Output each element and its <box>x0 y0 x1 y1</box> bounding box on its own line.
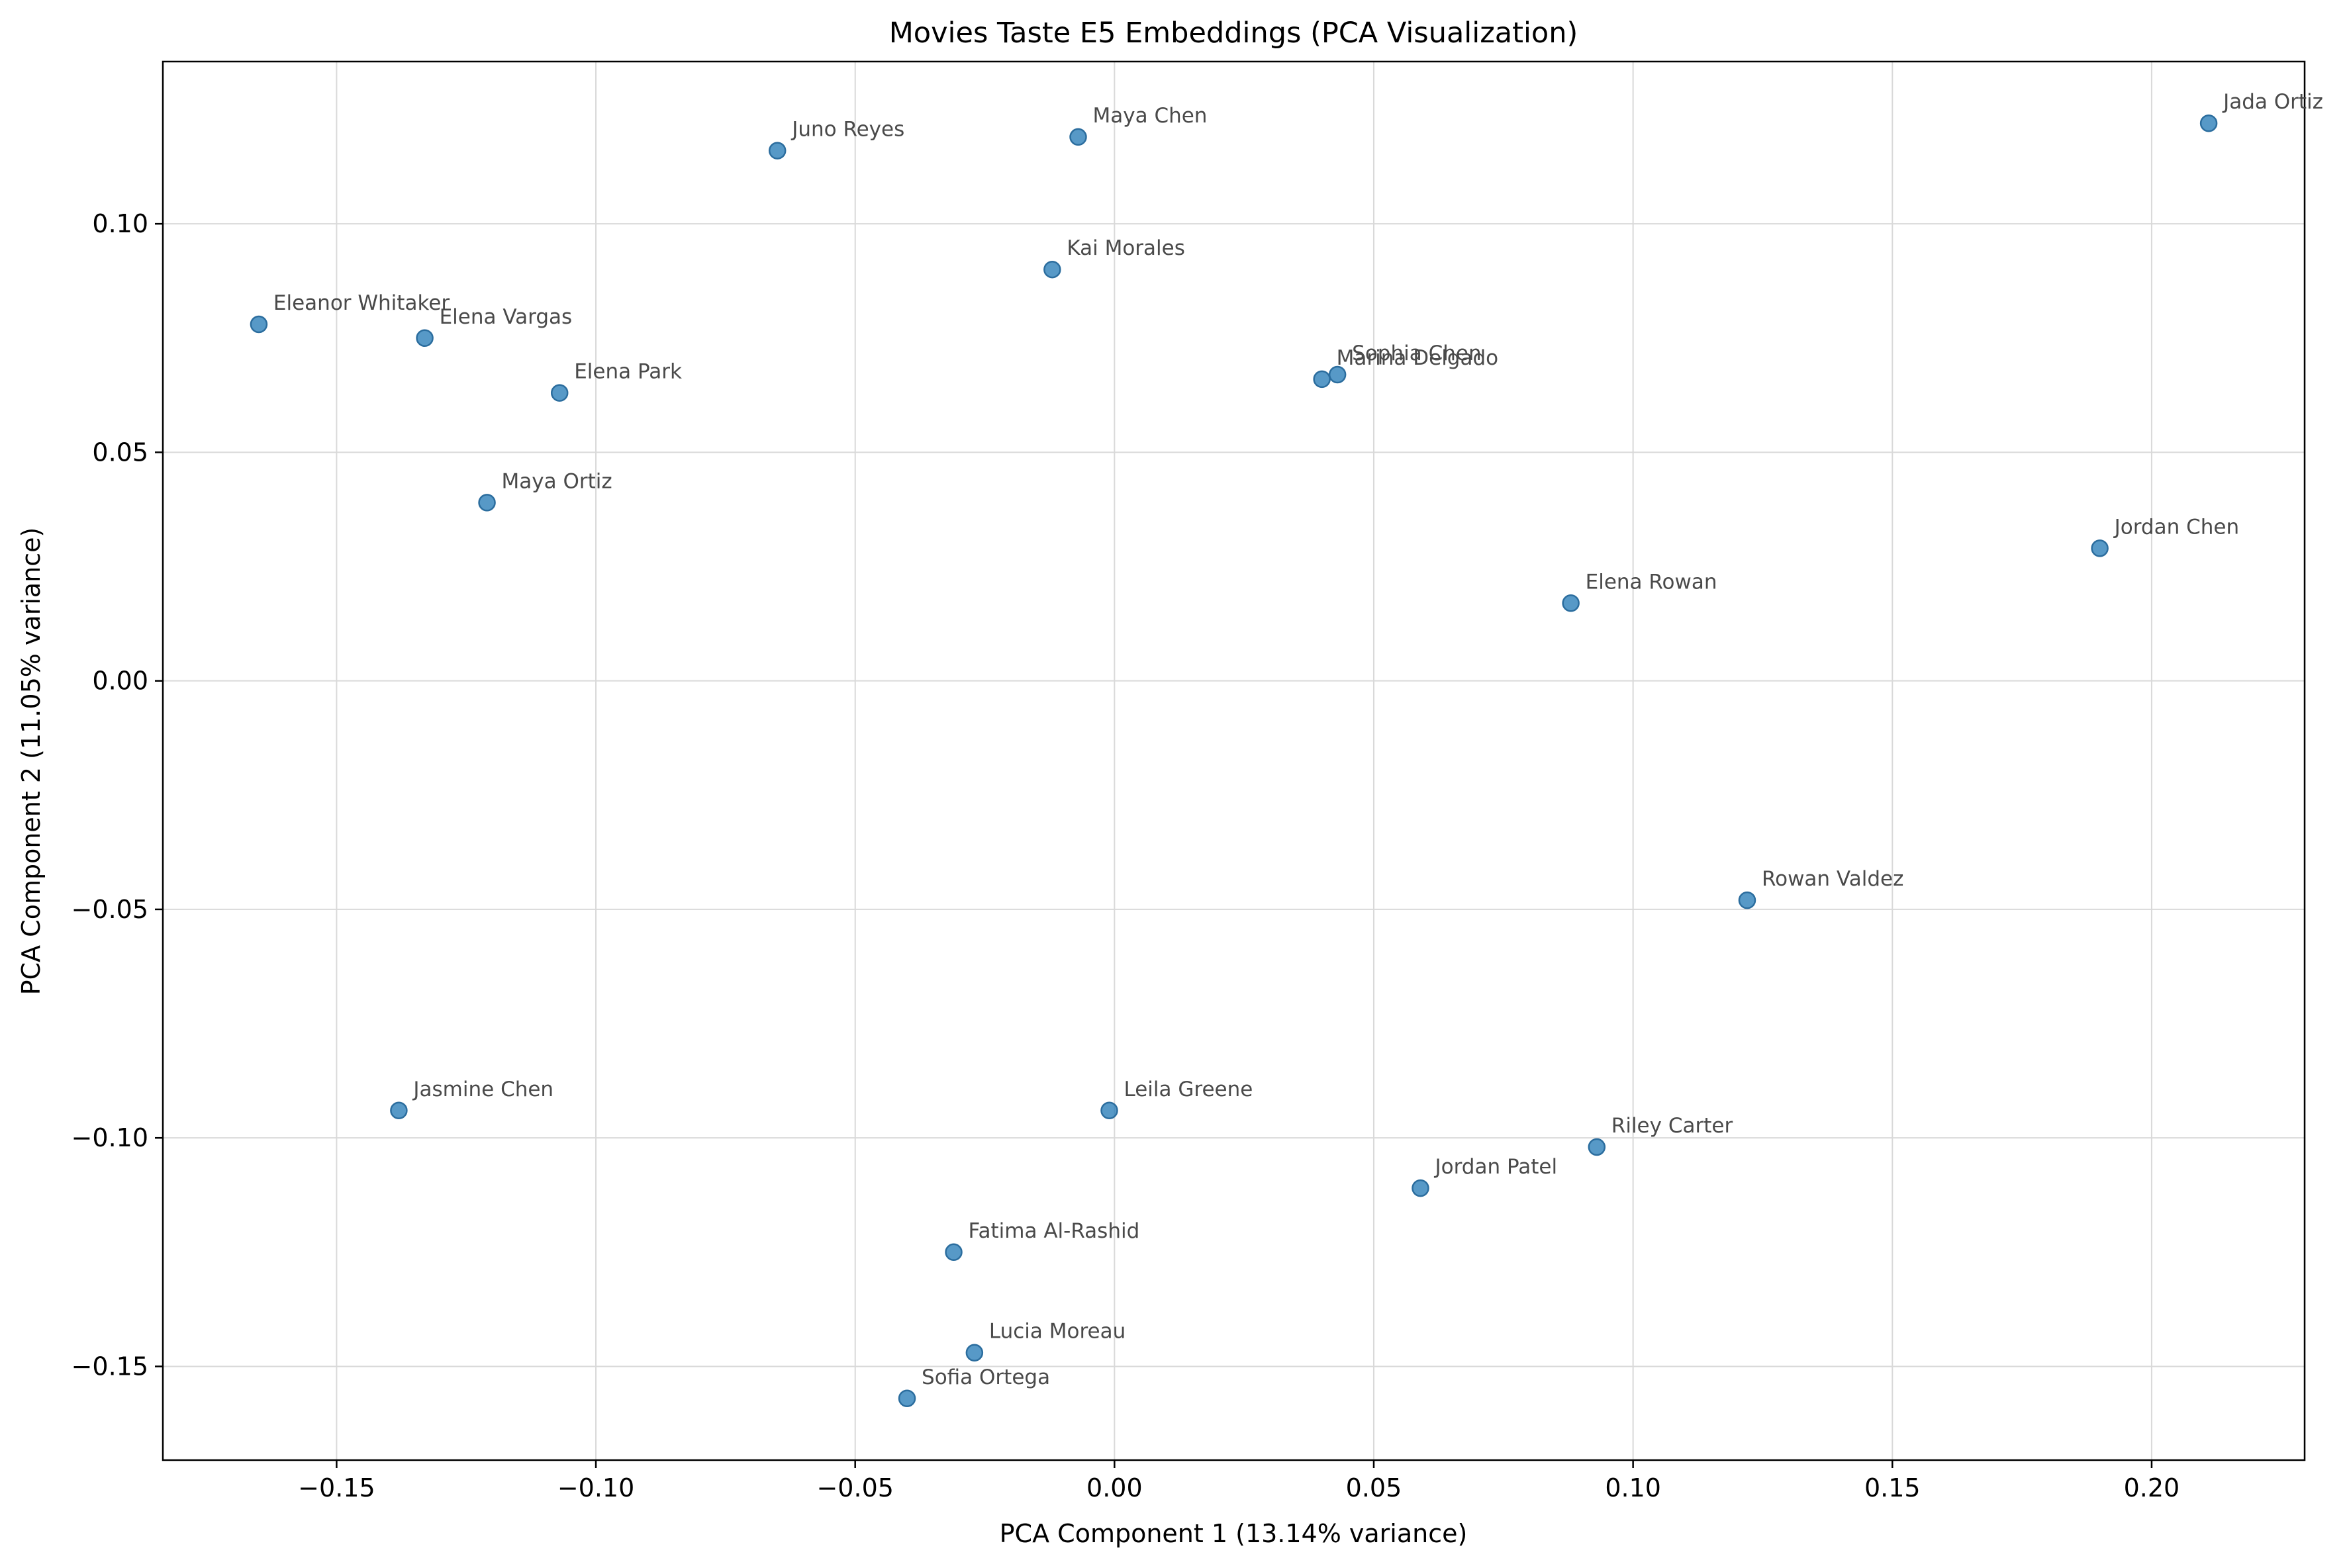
point-label: Leila Greene <box>1124 1078 1253 1101</box>
x-tick-label: 0.20 <box>2124 1473 2180 1502</box>
data-point <box>965 1344 984 1361</box>
x-tick-label: −0.10 <box>557 1473 634 1502</box>
point-label: Jada Ortiz <box>2222 90 2323 114</box>
x-tick-label: −0.15 <box>298 1473 375 1502</box>
data-point <box>1588 1138 1606 1156</box>
x-tick-label: 0.15 <box>1864 1473 1921 1502</box>
point-label: Eleanor Whitaker <box>273 291 450 315</box>
data-point <box>1562 594 1580 612</box>
point-label: Sophia Chen <box>1352 342 1481 365</box>
point-label: Elena Vargas <box>440 305 573 329</box>
point-label: Jordan Patel <box>1433 1155 1557 1179</box>
data-point <box>1328 365 1347 384</box>
y-tick-label: −0.10 <box>72 1123 148 1152</box>
data-point <box>898 1389 916 1408</box>
data-point <box>768 142 787 160</box>
data-point <box>945 1243 963 1262</box>
data-point <box>250 315 268 334</box>
y-tick-label: 0.00 <box>92 667 148 696</box>
point-label: Fatima Al-Rashid <box>969 1219 1140 1243</box>
point-label: Lucia Moreau <box>989 1320 1126 1344</box>
data-point <box>1100 1101 1118 1119</box>
data-point <box>1738 891 1756 909</box>
data-point <box>2091 539 2109 557</box>
point-label: Maya Chen <box>1093 104 1208 128</box>
point-label: Elena Rowan <box>1586 570 1717 594</box>
point-label: Juno Reyes <box>791 118 904 142</box>
data-point <box>416 329 434 347</box>
x-tick-label: 0.05 <box>1346 1473 1402 1502</box>
data-point <box>1069 128 1087 146</box>
point-label: Elena Park <box>574 360 682 384</box>
point-labels: Jada Ortiz Maya Chen Juno Reyes Kai Morales… <box>273 90 2323 1389</box>
data-points <box>250 114 2218 1408</box>
point-label: Kai Morales <box>1067 236 1185 260</box>
point-label: Rowan Valdez <box>1762 867 1903 891</box>
y-tick-label: −0.05 <box>72 895 148 924</box>
y-tick-label: 0.05 <box>92 438 148 467</box>
data-point <box>2199 114 2218 132</box>
y-axis-label: PCA Component 2 (11.05% variance) <box>17 528 46 995</box>
data-point <box>550 384 569 402</box>
point-label: Maya Ortiz <box>502 469 612 493</box>
plot-area-frame <box>162 60 2306 1461</box>
x-axis-label: PCA Component 1 (13.14% variance) <box>1000 1519 1468 1548</box>
data-point <box>390 1101 408 1119</box>
data-point <box>478 494 496 512</box>
point-label: Jasmine Chen <box>412 1078 553 1101</box>
point-label: Marina Delgado <box>1337 346 1498 370</box>
data-point <box>1412 1179 1429 1197</box>
point-label: Riley Carter <box>1611 1114 1733 1138</box>
data-point <box>1043 260 1061 279</box>
chart-title: Movies Taste E5 Embeddings (PCA Visualiz… <box>889 17 1578 50</box>
x-tick-label: 0.00 <box>1086 1473 1143 1502</box>
axis-ticks: −0.15 −0.10 −0.05 0.00 0.05 0.10 0.15 0.20 −0.15… <box>72 209 2180 1502</box>
point-label: Jordan Chen <box>2113 515 2240 539</box>
point-label: Sofia Ortega <box>922 1365 1050 1389</box>
y-tick-label: 0.10 <box>92 209 148 238</box>
x-tick-label: −0.05 <box>816 1473 893 1502</box>
x-tick-label: 0.10 <box>1605 1473 1661 1502</box>
grid-lines <box>163 62 2305 1460</box>
data-point <box>1313 370 1331 389</box>
y-tick-label: −0.15 <box>72 1352 148 1381</box>
